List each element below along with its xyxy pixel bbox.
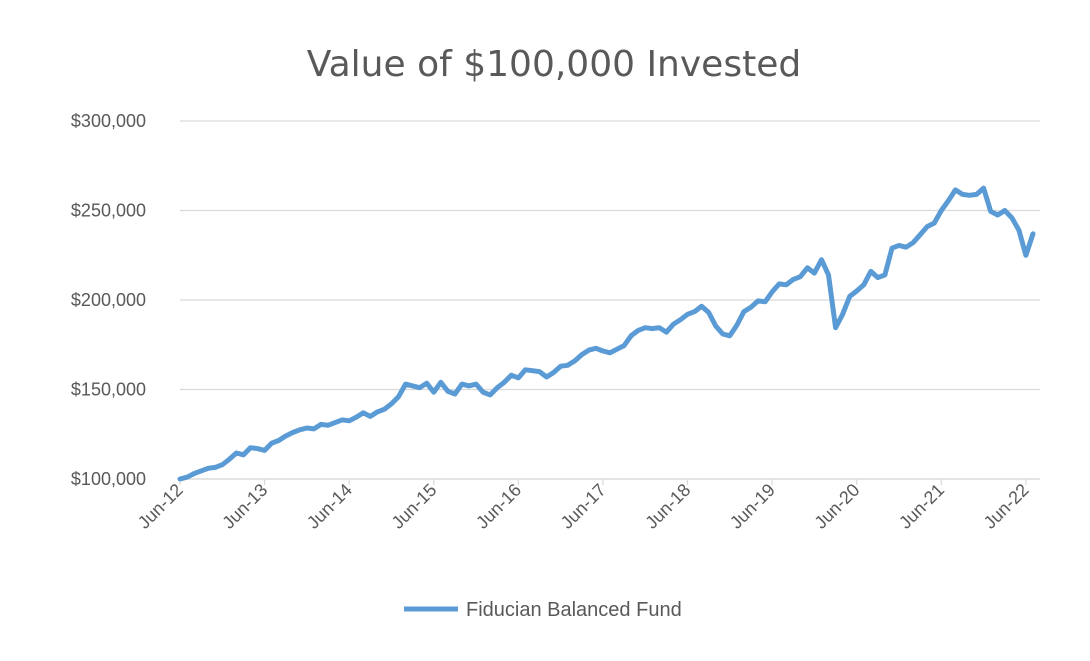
y-tick-label: $100,000 xyxy=(71,469,146,489)
x-tick-label: Jun-20 xyxy=(810,480,863,533)
gridlines xyxy=(180,120,1040,480)
x-tick-label: Jun-13 xyxy=(218,480,271,533)
x-tick-label: Jun-17 xyxy=(557,480,610,533)
x-tick-label: Jun-15 xyxy=(388,480,441,533)
x-tick-label: Jun-22 xyxy=(980,480,1033,533)
x-axis-ticks: Jun-12 Jun-13 Jun-14 Jun-15 Jun-16 Jun-17 Jun-… xyxy=(134,478,1040,533)
y-tick-label: $250,000 xyxy=(71,201,146,221)
x-tick-label: Jun-21 xyxy=(895,480,948,533)
chart-title: Value of $100,000 Invested xyxy=(307,44,801,85)
series-line-fiducian-balanced-fund xyxy=(177,185,1036,482)
legend: Fiducian Balanced Fund xyxy=(404,599,682,621)
y-axis-ticks: $100,000 $150,000 $200,000 $250,000 $300,000 xyxy=(71,111,146,489)
x-tick-label: Jun-19 xyxy=(726,480,779,533)
x-tick-label: Jun-18 xyxy=(641,480,694,533)
legend-label: Fiducian Balanced Fund xyxy=(466,599,682,621)
x-tick-label: Jun-16 xyxy=(472,480,525,533)
y-tick-label: $150,000 xyxy=(71,380,146,400)
y-tick-label: $200,000 xyxy=(71,290,146,310)
x-tick-label: Jun-14 xyxy=(303,480,356,533)
y-tick-label: $300,000 xyxy=(71,111,146,131)
